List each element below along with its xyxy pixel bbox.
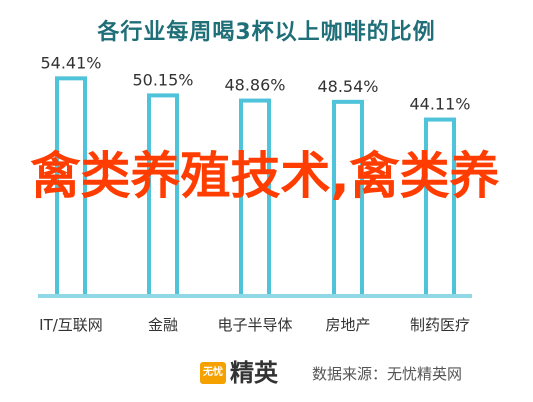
value-label-2: 48.86%	[224, 76, 285, 95]
value-label-0: 54.41%	[40, 53, 101, 72]
footer: 无忧 精英 数据来源：无忧精英网	[0, 358, 533, 392]
category-label-0: IT/互联网	[39, 316, 103, 334]
value-label-1: 50.15%	[132, 70, 193, 89]
value-label-4: 44.11%	[409, 95, 470, 114]
chart-title: 各行业每周喝3杯以上咖啡的比例	[97, 20, 436, 45]
logo-name: 精英	[230, 359, 278, 387]
category-label-1: 金融	[148, 316, 178, 334]
category-label-4: 制药医疗	[410, 316, 470, 334]
value-label-3: 48.54%	[317, 77, 378, 96]
category-label-3: 房地产	[325, 316, 370, 334]
logo-badge: 无忧	[200, 362, 226, 384]
data-source: 数据来源：无忧精英网	[312, 365, 463, 383]
overlay-watermark-text: 禽类养殖技术,禽类养	[30, 147, 500, 205]
category-label-2: 电子半导体	[217, 316, 292, 334]
